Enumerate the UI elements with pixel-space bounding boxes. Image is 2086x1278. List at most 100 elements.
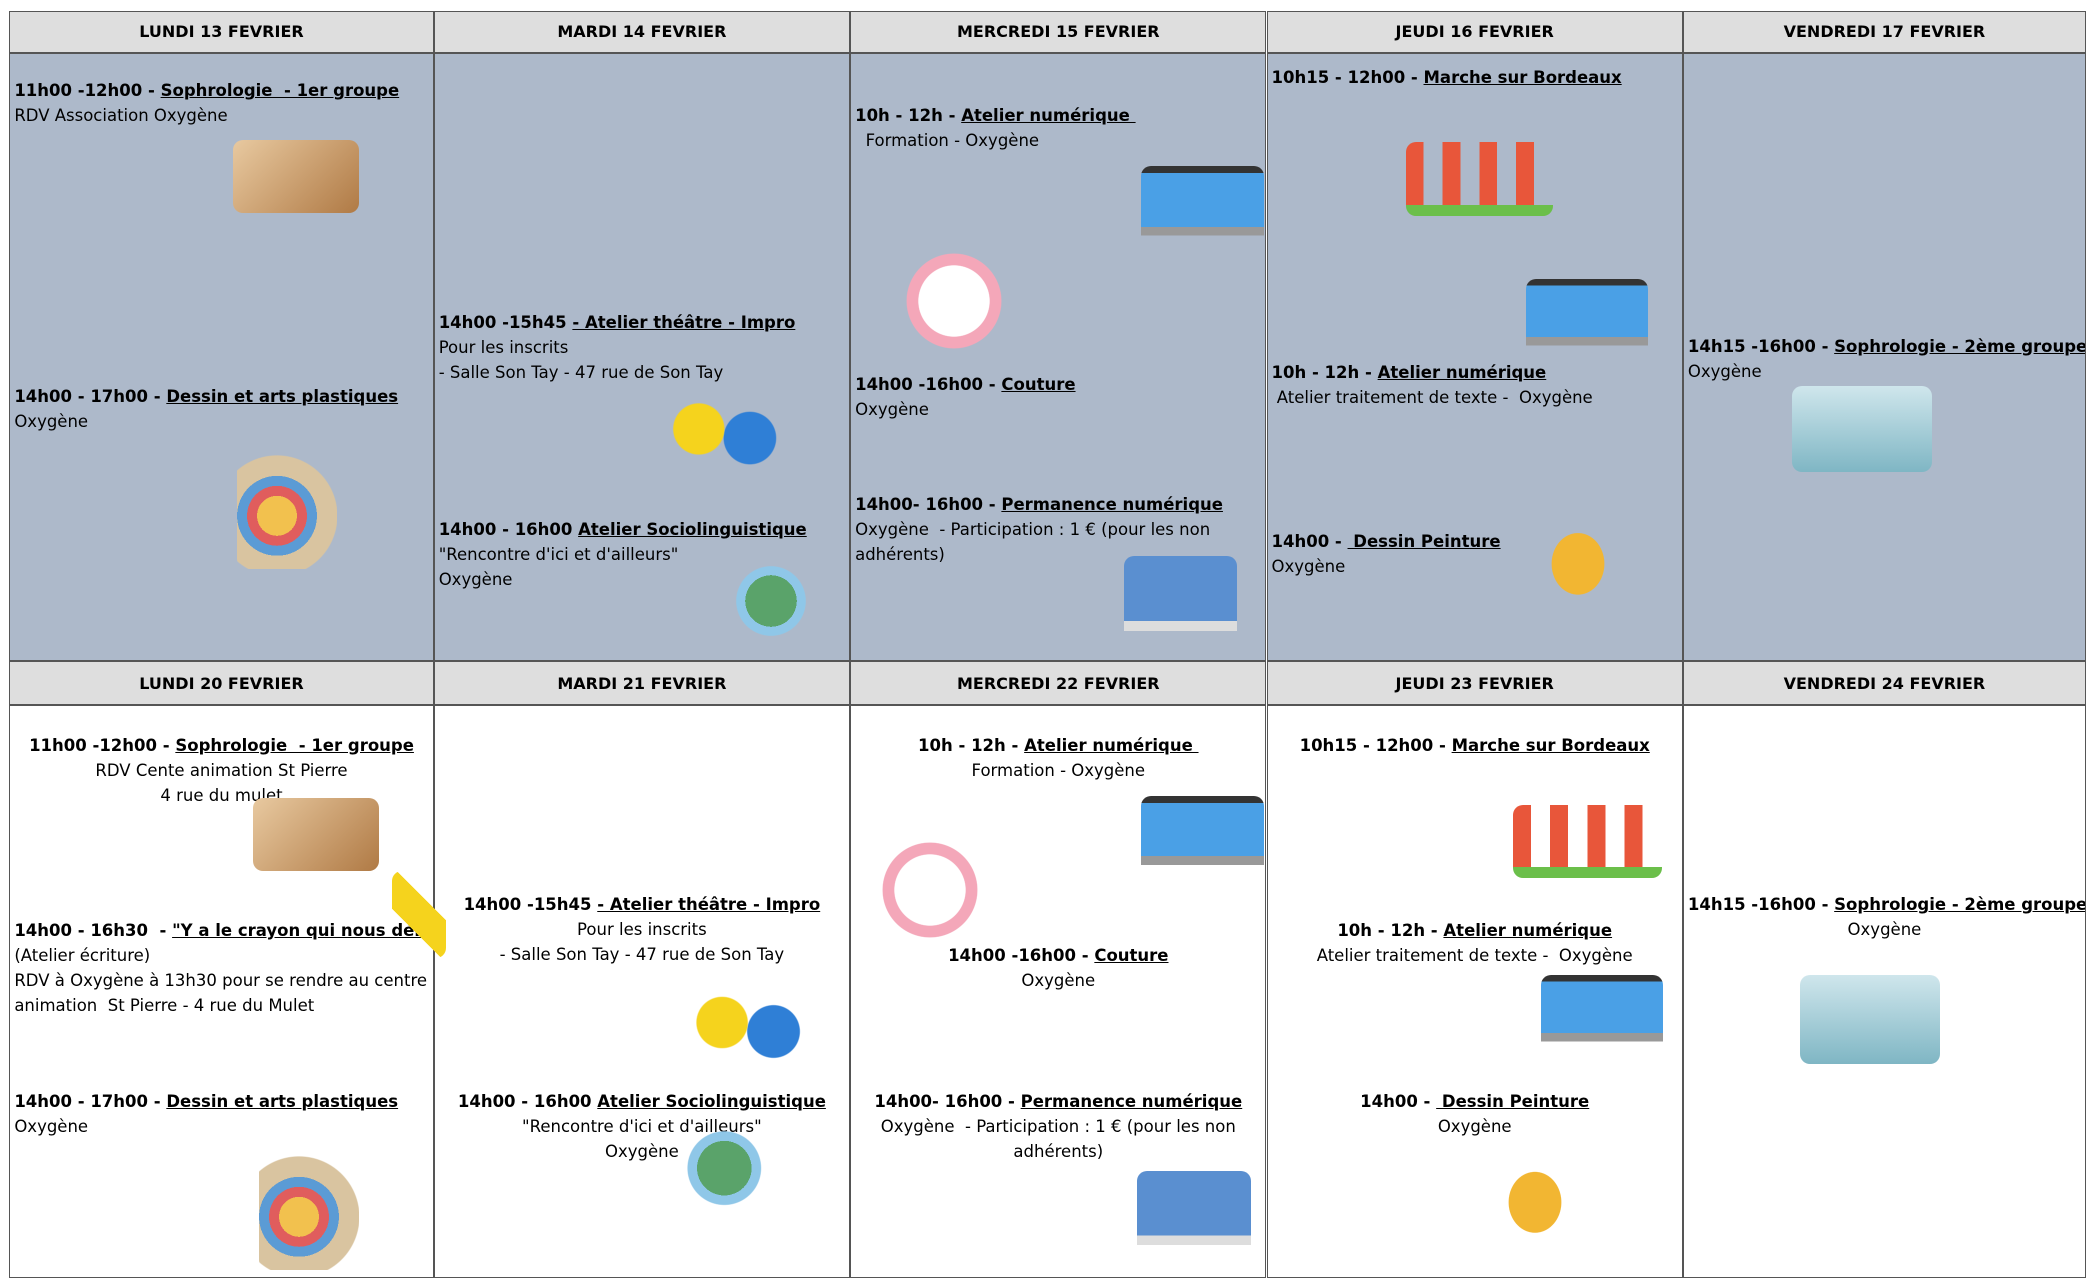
event-heading: 10h15 - 12h00 - Marche sur Bordeaux <box>1272 65 1678 90</box>
event-time: 14h00 - 16h00 <box>457 1092 598 1112</box>
event: 11h00 -12h00 - Sophrologie - 1er groupe R… <box>14 733 428 808</box>
day-header: MERCREDI 15 FEVRIER <box>850 10 1267 54</box>
event-line: Oxygène <box>1021 970 1096 990</box>
event: 14h00 - 17h00 - Dessin et arts plastique… <box>14 1089 428 1139</box>
event-time: 10h - 12h - <box>855 106 962 126</box>
event-time: 14h00 -16h00 - <box>855 375 1002 395</box>
illustration <box>1540 975 1663 1058</box>
event-title: Sophrologie - 1er groupe <box>160 81 400 101</box>
event-line: Pour les inscrits <box>438 337 569 357</box>
illustration <box>1141 795 1264 883</box>
illustration <box>236 436 337 570</box>
event-line: Oxygène <box>1271 557 1346 577</box>
day-cell: 11h00 -12h00 - Sophrologie - 1er groupe R… <box>9 53 434 662</box>
event-title: Dessin Peinture <box>1347 532 1501 552</box>
illustration <box>901 248 1006 353</box>
event-time: 10h - 12h - <box>1337 920 1444 940</box>
event: 10h - 12h - Atelier numérique Formation … <box>855 733 1261 783</box>
illustration <box>654 1120 781 1227</box>
illustration <box>1406 142 1553 216</box>
event: 14h00 - Dessin Peinture Oxygène <box>1272 1089 1678 1139</box>
event-heading: 10h - 12h - Atelier numérique <box>1272 360 1678 385</box>
event-line: - Salle Son Tay - 47 rue de Son Tay <box>438 362 724 382</box>
illustration <box>1493 1154 1577 1242</box>
event-line: Formation - Oxygène <box>971 760 1146 780</box>
event-title: Sophrologie - 2ème groupe <box>1834 895 2086 915</box>
event: 14h00 -15h45 - Atelier théâtre - Impro Po… <box>439 892 845 967</box>
event-time: 10h - 12h - <box>1271 363 1378 383</box>
event-time: 14h00 - 16h00 <box>438 520 579 540</box>
event-line: adhérents) <box>1013 1142 1104 1162</box>
event: 10h - 12h - Atelier numérique Atelier tr… <box>1272 360 1678 410</box>
day-header: MARDI 14 FEVRIER <box>433 10 851 54</box>
event-heading: 14h00 -15h45 - Atelier théâtre - Impro <box>439 892 845 917</box>
illustration <box>259 1137 360 1271</box>
event-time: 14h00- 16h00 - <box>874 1092 1021 1112</box>
event-time: 10h - 12h - <box>918 735 1025 755</box>
event: 14h00 -16h00 - Couture Oxygène <box>855 943 1261 993</box>
event-title: Permanence numérique <box>1020 1092 1243 1112</box>
event-time: 11h00 -12h00 - <box>29 735 176 755</box>
event-time: 14h00 - <box>1360 1092 1437 1112</box>
event-line: (Atelier écriture) <box>14 945 151 965</box>
event-title: Permanence numérique <box>1001 494 1223 514</box>
event: 10h - 12h - Atelier numérique Formation … <box>855 103 1261 153</box>
event: 14h00 - Dessin Peinture Oxygène <box>1272 529 1678 579</box>
event-time: 14h00 - 17h00 - <box>14 387 167 407</box>
day-cell: 11h00 -12h00 - Sophrologie - 1er groupe R… <box>9 705 434 1278</box>
day-header: LUNDI 20 FEVRIER <box>9 661 434 706</box>
event-line: Atelier traitement de texte - Oxygène <box>1316 945 1633 965</box>
event-heading: 11h00 -12h00 - Sophrologie - 1er groupe <box>14 733 428 758</box>
event-line: Oxygène <box>855 400 929 420</box>
illustration <box>705 556 825 656</box>
event-title: Atelier numérique <box>961 106 1136 126</box>
event-title: - Atelier théâtre - Impro <box>572 312 796 332</box>
event-title: Atelier numérique <box>1377 363 1547 383</box>
event-heading: 10h - 12h - Atelier numérique <box>855 103 1261 128</box>
event-heading: 14h00 - 17h00 - Dessin et arts plastique… <box>14 1089 428 1114</box>
event-time: 14h00 - 17h00 - <box>14 1092 167 1112</box>
event-line: - Salle Son Tay - 47 rue de Son Tay <box>499 945 785 965</box>
illustration <box>1536 516 1620 603</box>
event-title: Atelier numérique <box>1024 735 1199 755</box>
event-heading: 10h - 12h - Atelier numérique <box>1272 918 1678 943</box>
day-header: VENDREDI 24 FEVRIER <box>1682 661 2086 706</box>
event: 10h15 - 12h00 - Marche sur Bordeaux <box>1272 65 1678 90</box>
event-line: Formation - Oxygène <box>855 131 1040 151</box>
event-line: Oxygène <box>14 412 89 432</box>
event-line: adhérents) <box>855 544 945 564</box>
event-line: Oxygène <box>14 1117 89 1137</box>
event-title: Couture <box>1001 375 1076 395</box>
day-cell: 14h00 -15h45 - Atelier théâtre - Impro Po… <box>433 53 851 662</box>
event-heading: 14h00 - 17h00 - Dessin et arts plastique… <box>14 384 428 409</box>
illustration <box>392 871 446 958</box>
event-line: RDV Cente animation St Pierre <box>95 760 348 780</box>
day-header: MARDI 21 FEVRIER <box>433 661 851 706</box>
illustration <box>1124 556 1238 656</box>
event-line: RDV à Oxygène à 13h30 pour se rendre au … <box>14 970 428 990</box>
event-time: 14h00 -16h00 - <box>948 945 1095 965</box>
event-title: Atelier Sociolinguistique <box>597 1092 826 1112</box>
event-line: Oxygène <box>605 1142 679 1162</box>
event: 11h00 -12h00 - Sophrologie - 1er groupe R… <box>14 78 428 128</box>
illustration <box>654 388 801 479</box>
event-heading: 14h00 - Dessin Peinture <box>1272 1089 1678 1114</box>
event-title: Sophrologie - 2ème groupe <box>1834 336 2086 356</box>
illustration <box>1791 385 1932 473</box>
event-line: "Rencontre d'ici et d'ailleurs" <box>438 545 679 565</box>
event-heading: 14h15 -16h00 - Sophrologie - 2ème groupe <box>1688 334 2085 359</box>
event-heading: 14h00 -15h45 - Atelier théâtre - Impro <box>439 310 845 335</box>
event-time: 14h00 - 16h30 - <box>14 920 173 940</box>
event-title: Marche sur Bordeaux <box>1451 735 1650 755</box>
event: 10h - 12h - Atelier numérique Atelier tra… <box>1272 918 1678 968</box>
event-line: Oxygène <box>1437 1117 1512 1137</box>
event-heading: 14h00 - 16h30 - "Y a le crayon qui nous … <box>14 918 432 943</box>
event-heading: 14h00 -16h00 - Couture <box>855 372 1261 397</box>
event-time: 14h00- 16h00 - <box>855 494 1002 514</box>
event: 14h00 -15h45 - Atelier théâtre - Impro Po… <box>439 310 845 385</box>
event-heading: 10h - 12h - Atelier numérique <box>855 733 1261 758</box>
event: 14h00 - 17h00 - Dessin et arts plastique… <box>14 384 428 434</box>
event-heading: 14h00 - 16h00 Atelier Sociolinguistique <box>439 517 845 542</box>
event-title: "Y a le crayon qui nous démange" <box>172 920 433 940</box>
event-line: Oxygène - Participation : 1 € (pour les … <box>855 519 1211 539</box>
